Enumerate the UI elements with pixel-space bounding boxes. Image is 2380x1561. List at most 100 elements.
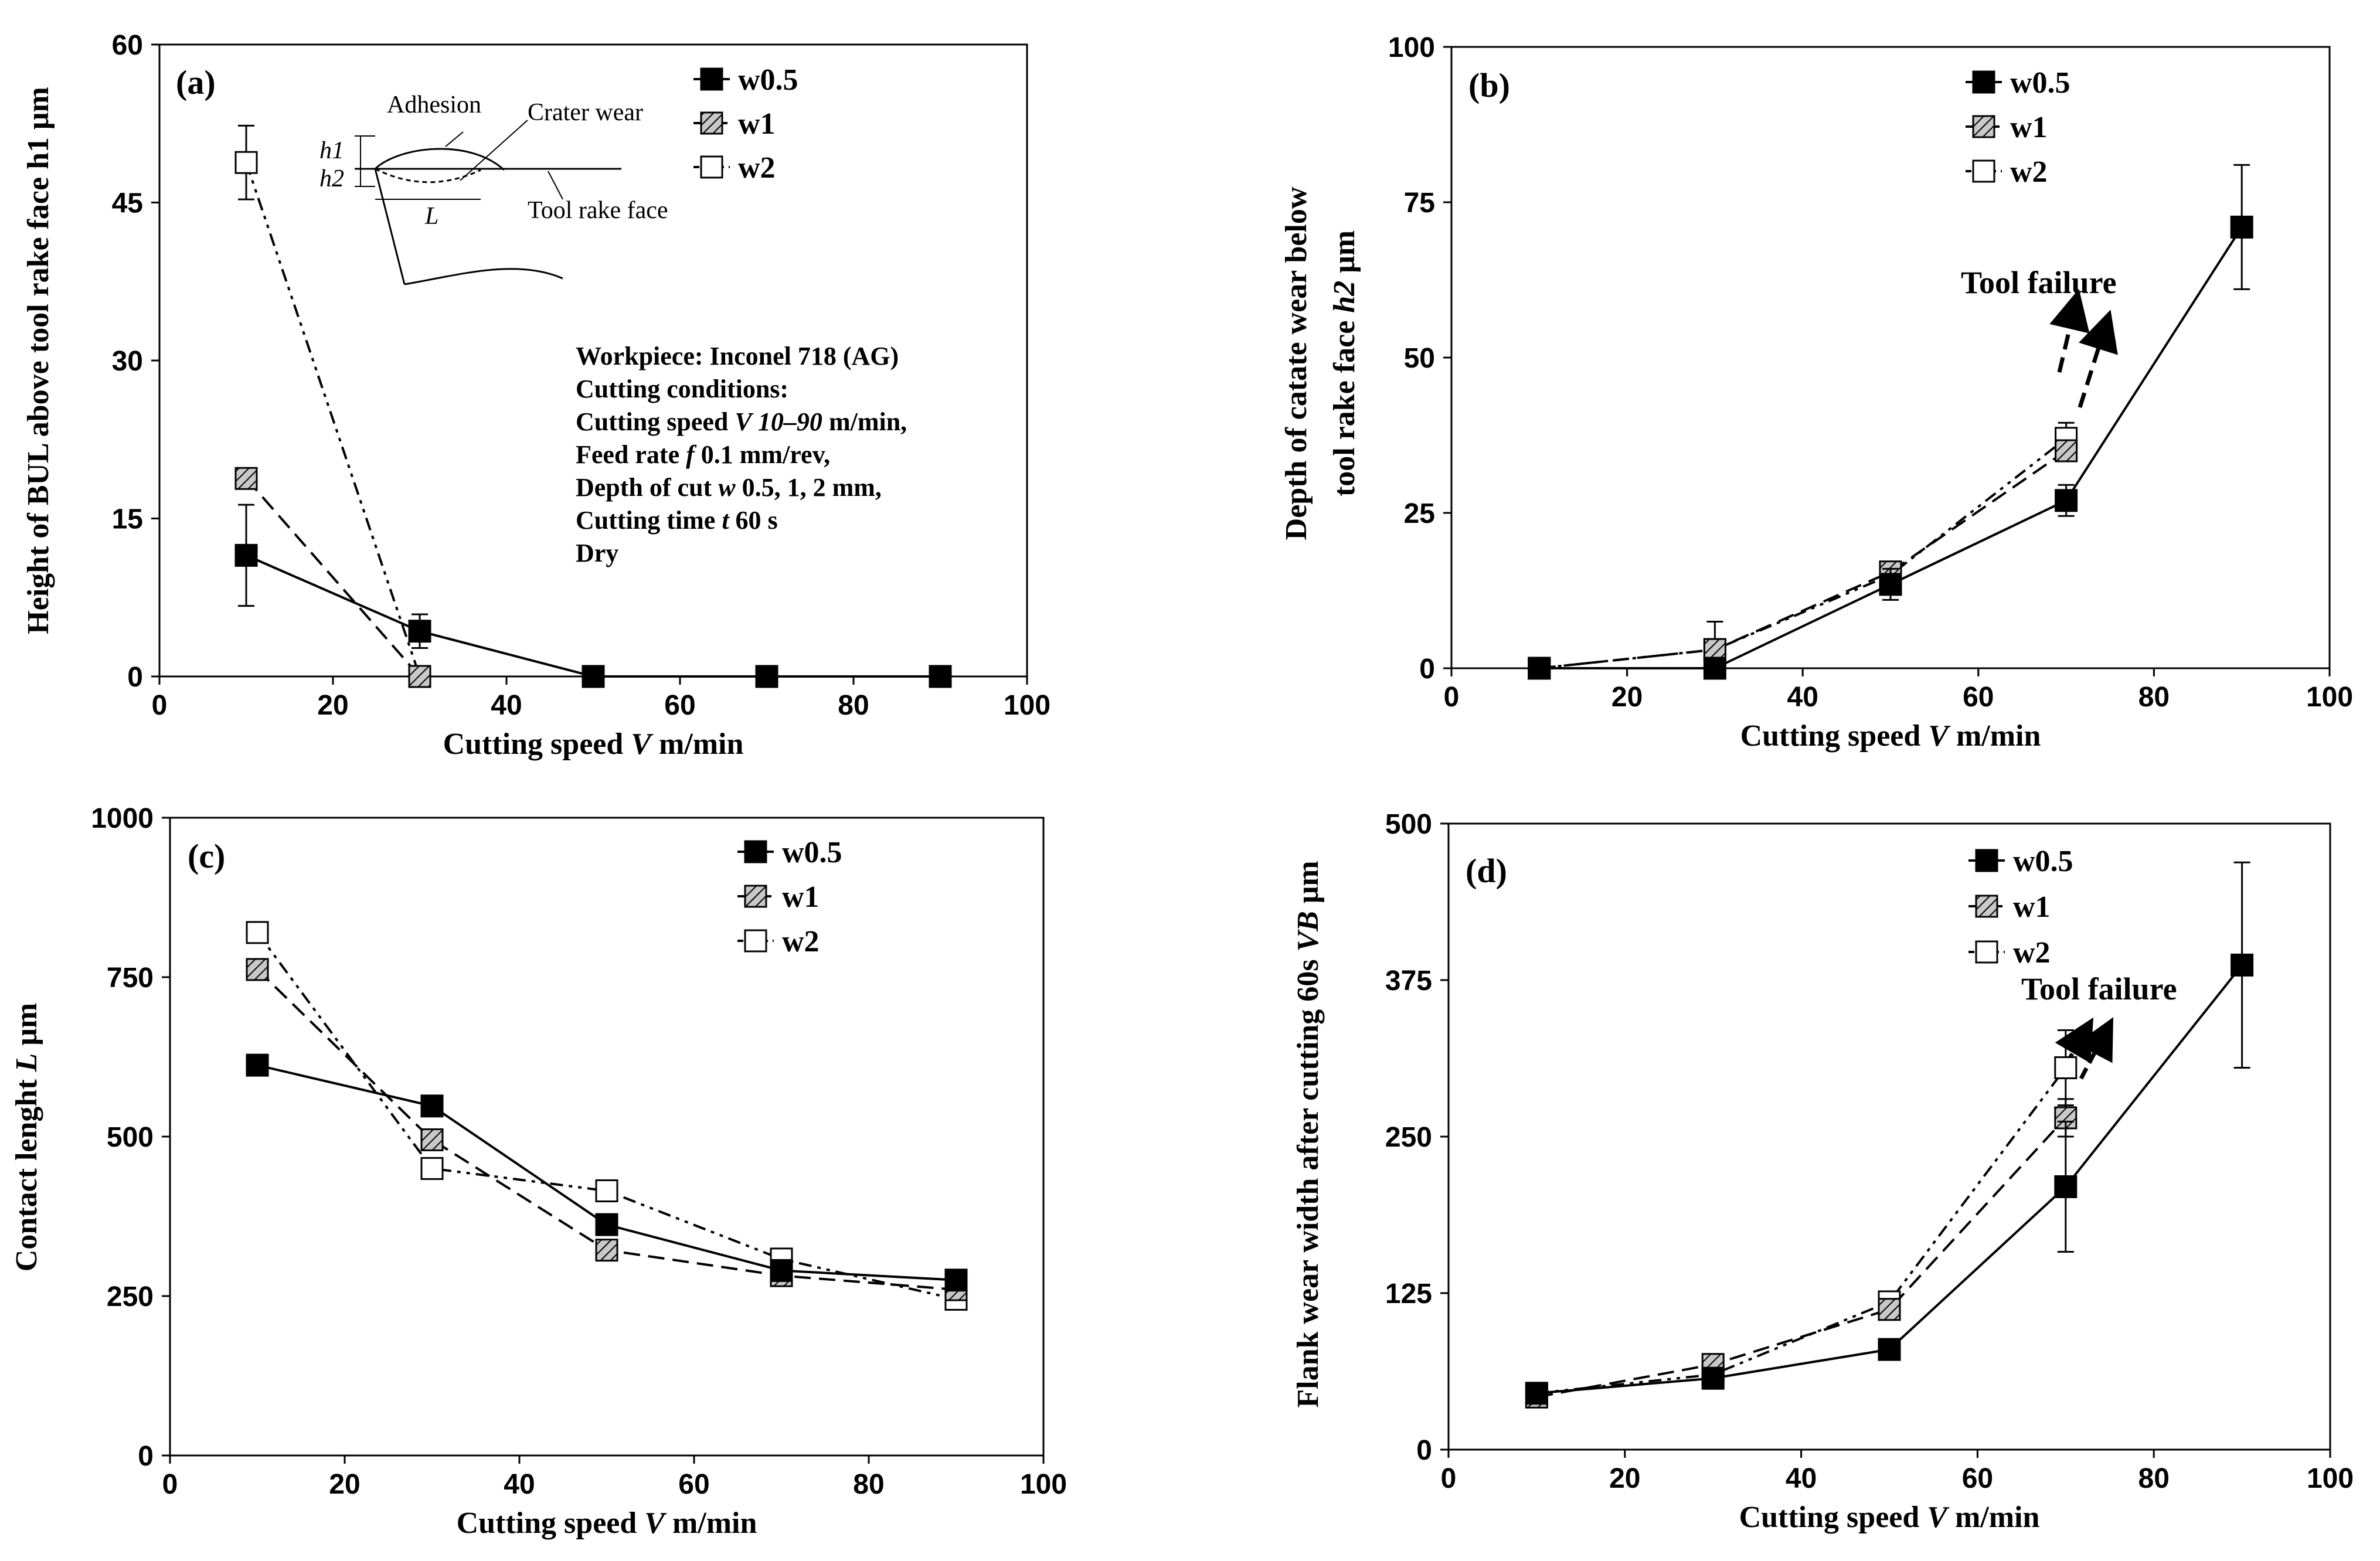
- panel-label: (a): [176, 63, 216, 101]
- x-tick-label: 20: [329, 1469, 360, 1500]
- data-point: [408, 620, 431, 643]
- y-tick-label: 500: [107, 1122, 154, 1153]
- x-tick-label: 0: [162, 1469, 178, 1500]
- series-w05: [1525, 861, 2254, 1405]
- data-point: [2054, 1175, 2078, 1198]
- data-point: [1525, 1382, 1548, 1405]
- legend-label: w0.5: [782, 836, 842, 869]
- x-tick-label: 40: [1787, 682, 1818, 713]
- x-axis-label-part: Cutting speed: [457, 1506, 645, 1540]
- annotation-line-part: Feed rate: [576, 440, 686, 469]
- annotation-line-part: Workpiece: Inconel 718 (AG): [576, 342, 899, 370]
- x-tick-label: 20: [1611, 682, 1643, 713]
- x-tick-label: 0: [1441, 1463, 1457, 1494]
- series-line: [1536, 964, 2243, 1395]
- annotation-line: Cutting time t 60 s: [576, 506, 778, 535]
- data-point: [770, 1259, 793, 1282]
- panel-label: (c): [188, 837, 225, 875]
- y-tick-label: 500: [1385, 809, 1432, 840]
- y-axis-label-part: Height of BUL above tool rake face h1 μm: [22, 87, 55, 634]
- annotation-line: Cutting speed V 10–90 m/min,: [576, 407, 907, 436]
- data-point: [2230, 215, 2253, 239]
- x-tick-label: 60: [678, 1469, 709, 1500]
- tool-failure-label: Tool failure: [2021, 971, 2177, 1006]
- y-axis-label-line2: tool rake face h2 μm: [1328, 230, 1361, 496]
- x-tick-label: 80: [838, 690, 869, 721]
- x-axis-label-part: V: [631, 727, 654, 761]
- legend-label: w1: [782, 880, 820, 914]
- y-axis-label: Flank wear width after cutting 60s VB μm: [1291, 861, 1325, 1407]
- annotation-line-part: Cutting time: [576, 506, 722, 535]
- data-point: [1703, 657, 1726, 680]
- annotation-line-part: Dry: [576, 539, 618, 567]
- legend-label: w1: [2010, 111, 2048, 144]
- annotation-line-part: 60 s: [729, 506, 778, 535]
- annotation-line: Workpiece: Inconel 718 (AG): [576, 342, 899, 370]
- panel-label: (d): [1466, 852, 1507, 890]
- x-axis-label-part: V: [1927, 1501, 1950, 1534]
- x-axis-label: Cutting speed V m/min: [457, 1506, 757, 1540]
- annotation-line-part: Depth of cut: [576, 473, 718, 502]
- annotation-line-part: f: [686, 440, 697, 469]
- x-tick-label: 100: [2307, 1463, 2354, 1494]
- y-tick-label: 125: [1385, 1278, 1432, 1310]
- legend-marker: [1972, 70, 1995, 94]
- cutting-conditions-text: Workpiece: Inconel 718 (AG) Cutting condi…: [576, 342, 907, 567]
- series-line: [1536, 1117, 2067, 1399]
- legend-entry: w2: [1966, 155, 2048, 189]
- x-axis-label-part: Cutting speed: [443, 727, 631, 761]
- annotation-line-part: 0.5, 1, 2 mm,: [736, 473, 882, 502]
- inset-L-label: L: [424, 203, 438, 230]
- legend-entry: w0.5: [737, 836, 842, 869]
- x-axis-label-part: V: [644, 1506, 667, 1540]
- data-point: [595, 1213, 618, 1236]
- data-point: [595, 1239, 618, 1262]
- legend-label: w2: [738, 151, 776, 185]
- x-tick-label: 80: [853, 1469, 884, 1500]
- y-axis-label: Depth of catate wear below: [1280, 186, 1313, 540]
- legend-label: w2: [2010, 155, 2048, 189]
- data-point: [1701, 1366, 1725, 1390]
- plot-frame: [169, 817, 1045, 1457]
- legend-marker: [744, 885, 767, 908]
- y-tick-label: 750: [107, 963, 154, 994]
- tool-failure-arrows: [2049, 288, 2118, 409]
- legend-entry: w1: [693, 107, 776, 141]
- data-point: [2055, 439, 2078, 462]
- x-tick-label: 80: [2138, 1463, 2170, 1494]
- legend-entry: w2: [737, 925, 820, 958]
- x-axis-label-part: m/min: [1949, 719, 2041, 753]
- x-axis-label-part: Cutting speed: [1740, 719, 1929, 753]
- series-line: [1536, 1067, 2067, 1395]
- annotation-line: Cutting conditions:: [576, 375, 788, 403]
- y-tick-label: 0: [138, 1441, 154, 1472]
- data-point: [234, 467, 258, 490]
- inset-h1-label: h1: [319, 137, 344, 164]
- y-axis-label-part: μm: [10, 1003, 43, 1053]
- x-tick-label: 40: [1786, 1463, 1817, 1494]
- legend-entry: w1: [737, 880, 820, 914]
- inset-crater-label: Crater wear: [528, 99, 643, 126]
- series-line: [1539, 437, 2067, 669]
- series-w05: [246, 1053, 968, 1292]
- data-point: [1879, 573, 1902, 596]
- legend-entry: w0.5: [1966, 66, 2070, 100]
- y-axis-label-part: Depth of catate wear below: [1280, 186, 1313, 540]
- x-tick-label: 60: [664, 690, 695, 721]
- y-tick-label: 25: [1404, 498, 1435, 529]
- data-point: [246, 921, 269, 944]
- y-tick-label: 45: [112, 188, 143, 219]
- annotation-line: Depth of cut w 0.5, 1, 2 mm,: [576, 473, 882, 502]
- legend-label: w2: [782, 925, 820, 958]
- y-axis-label-part: L: [10, 1053, 43, 1073]
- x-tick-label: 80: [2138, 682, 2170, 713]
- legend-label: w2: [2013, 936, 2051, 970]
- data-point: [582, 665, 605, 688]
- series-line: [1539, 226, 2243, 669]
- y-axis-label-line2-part: tool rake face: [1328, 313, 1361, 496]
- data-point: [234, 151, 258, 174]
- x-axis-label-part: m/min: [665, 1506, 757, 1540]
- series-w2: [1528, 421, 2078, 680]
- series-w2: [234, 124, 431, 688]
